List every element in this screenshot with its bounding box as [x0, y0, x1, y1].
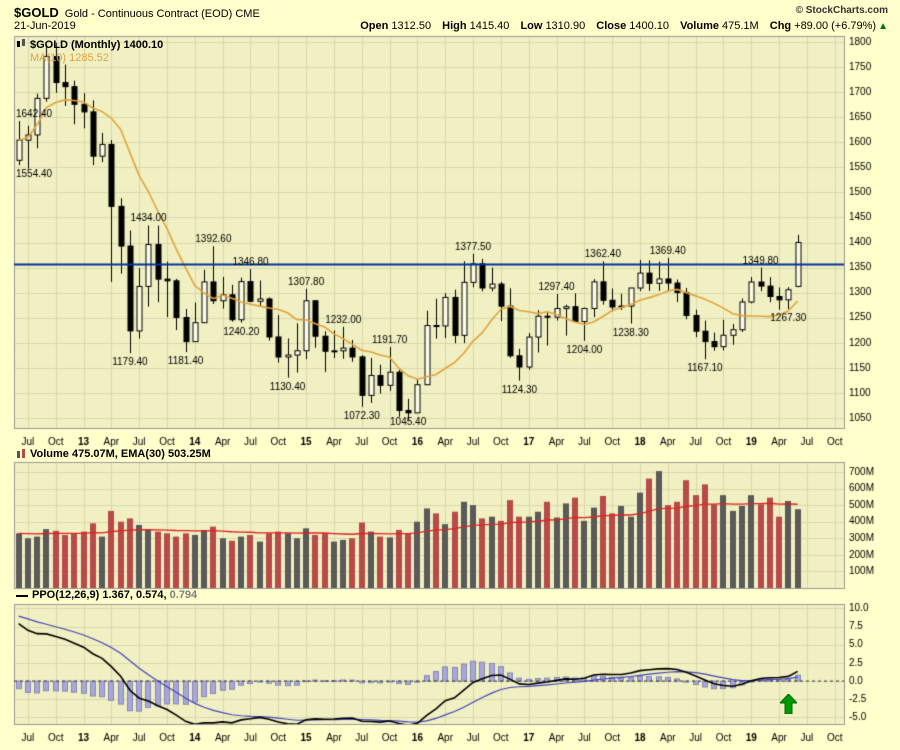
- price-legend: $GOLD (Monthly) 1400.10: [16, 39, 163, 52]
- candlestick-icon: [16, 39, 26, 52]
- symbol: $GOLD: [14, 5, 59, 20]
- volume-value: 475.1M: [721, 20, 759, 32]
- green-up-arrow-icon: [778, 693, 799, 715]
- up-triangle-icon: ▲: [878, 21, 888, 32]
- ma-legend: MA(10) 1285.52: [30, 52, 109, 64]
- high-value: 1415.40: [469, 20, 510, 32]
- chart-title: Gold - Continuous Contract (EOD) CME: [64, 8, 260, 20]
- quote-summary: Open 1312.50 High 1415.40 Low 1310.90 Close…: [352, 20, 888, 32]
- ppo-value-3: 0.794: [169, 589, 198, 601]
- chg-value: +89.00 (+6.79%): [794, 20, 877, 32]
- volume-legend-text: Volume 475.07M, EMA(30) 503.25M: [30, 448, 211, 460]
- open-label: Open: [360, 20, 389, 32]
- header-row-quote: 21-Jun-2019 Open 1312.50 High 1415.40 Low 1…: [14, 20, 890, 32]
- low-value: 1310.90: [545, 20, 586, 32]
- ma-legend-text: MA(10) 1285.52: [30, 52, 109, 64]
- chg-label: Chg: [769, 20, 792, 32]
- copyright: © StockCharts.com: [795, 5, 888, 16]
- volume-label: Volume: [680, 20, 719, 32]
- header-row-title: $GOLD Gold - Continuous Contract (EOD) CM…: [14, 4, 890, 20]
- volume-legend: Volume 475.07M, EMA(30) 503.25M: [16, 448, 211, 461]
- volume-bars-icon: [16, 448, 26, 461]
- open-value: 1312.50: [391, 20, 432, 32]
- ppo-legend: PPO(12,26,9) 1.367, 0.574, 0.794: [16, 589, 197, 602]
- low-label: Low: [520, 20, 543, 32]
- ppo-legend-name: PPO(12,26,9): [32, 589, 100, 601]
- high-label: High: [442, 20, 467, 32]
- close-label: Close: [596, 20, 627, 32]
- ppo-value-2: 0.574,: [135, 589, 167, 601]
- price-legend-text: $GOLD (Monthly) 1400.10: [30, 39, 164, 51]
- line-icon: [16, 590, 28, 602]
- chart-date: 21-Jun-2019: [14, 20, 76, 32]
- ppo-value-1: 1.367,: [102, 589, 133, 601]
- close-value: 1400.10: [629, 20, 669, 32]
